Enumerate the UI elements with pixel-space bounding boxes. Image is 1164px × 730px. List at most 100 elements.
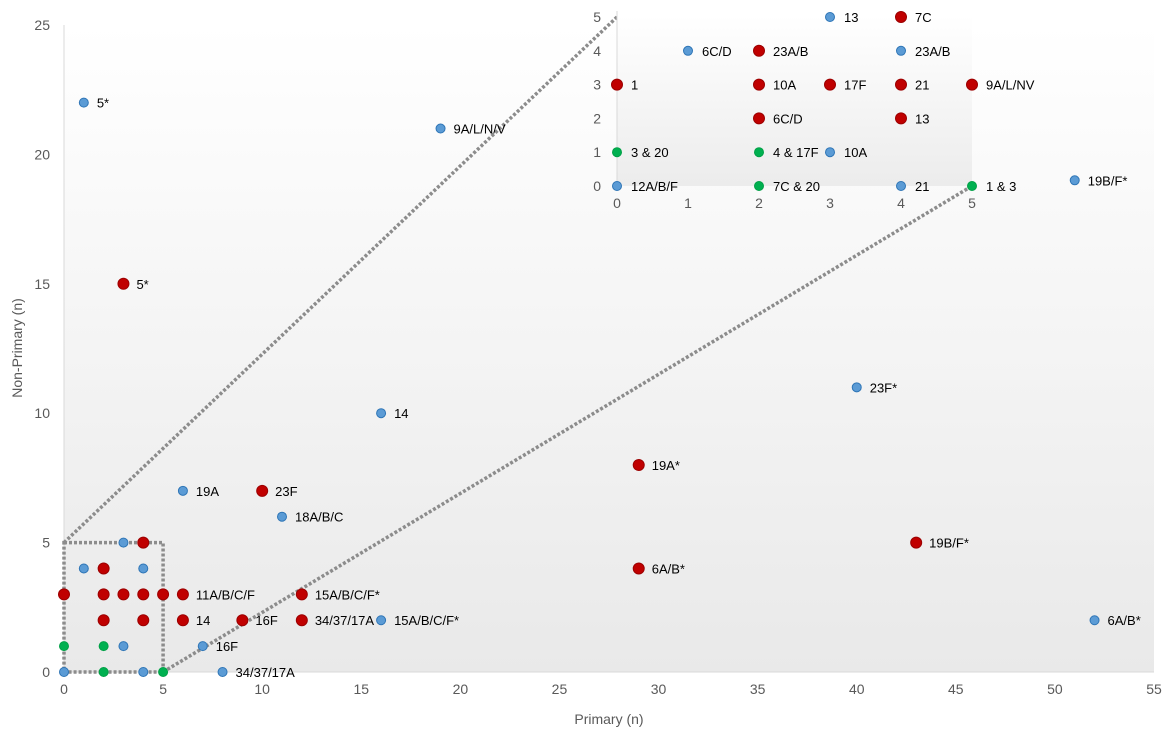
- x-tick-label: 25: [552, 681, 568, 697]
- inset-data-point: [966, 78, 978, 91]
- inset-data-point: [895, 78, 907, 91]
- x-tick-label: 55: [1146, 681, 1162, 697]
- y-tick-label: 0: [42, 664, 50, 680]
- data-point: [117, 588, 130, 601]
- y-tick-label: 15: [34, 276, 50, 292]
- data-label: 16F: [255, 613, 277, 628]
- inset-data-label: 6C/D: [702, 44, 732, 59]
- y-tick-label: 25: [34, 17, 50, 33]
- data-label: 14: [394, 406, 408, 421]
- data-point: [117, 277, 130, 290]
- inset-data-label: 10A: [844, 145, 867, 160]
- data-point: [59, 667, 69, 677]
- data-point: [376, 615, 387, 626]
- connector-line: [62, 15, 619, 544]
- inset-x-tick-label: 0: [613, 195, 621, 211]
- data-point: [97, 588, 110, 601]
- inset-data-point: [753, 44, 765, 57]
- inset-data-point: [612, 181, 622, 191]
- data-point: [1089, 615, 1100, 626]
- inset-x-tick-label: 1: [684, 195, 692, 211]
- data-point: [58, 588, 70, 601]
- inset-data-label: 23A/B: [915, 44, 950, 59]
- data-label: 23F*: [870, 380, 897, 395]
- inset-y-tick-label: 3: [593, 77, 601, 93]
- data-point: [1069, 175, 1080, 186]
- data-point: [59, 641, 69, 652]
- inset-data-point: [753, 112, 765, 125]
- data-point: [376, 408, 387, 419]
- inset-data-label: 9A/L/NV: [986, 78, 1035, 93]
- data-label: 5*: [97, 96, 109, 111]
- data-point: [78, 563, 89, 574]
- y-axis-title: Non-Primary (n): [9, 298, 25, 398]
- data-point: [236, 614, 249, 627]
- inset-data-label: 12A/B/F: [631, 179, 678, 194]
- x-tick-label: 40: [849, 681, 865, 697]
- data-label: 11A/B/C/F: [196, 587, 255, 602]
- inset-data-label: 10A: [773, 78, 796, 93]
- data-point: [138, 667, 149, 677]
- data-point: [910, 536, 923, 549]
- data-point: [97, 562, 110, 575]
- data-point: [176, 588, 189, 601]
- inset-plot-area: [617, 15, 972, 186]
- inset-y-tick-label: 0: [593, 178, 601, 194]
- data-point: [197, 641, 208, 652]
- data-label: 6A/B*: [1108, 613, 1141, 628]
- x-tick-label: 45: [948, 681, 964, 697]
- plot-area: [64, 25, 1154, 672]
- x-tick-label: 5: [159, 681, 167, 697]
- inset-data-point: [896, 181, 906, 191]
- data-point: [277, 511, 287, 522]
- inset-data-point: [967, 181, 977, 191]
- data-point: [138, 563, 149, 574]
- inset-data-label: 4 & 17F: [773, 145, 819, 160]
- y-tick-label: 20: [34, 146, 50, 162]
- data-label: 19A: [196, 484, 219, 499]
- inset-data-point: [895, 11, 907, 23]
- zoom-region-box: [62, 540, 165, 674]
- inset-data-label: 7C: [915, 10, 932, 25]
- inset-data-label: 21: [915, 179, 929, 194]
- data-point: [137, 614, 150, 627]
- data-point: [435, 123, 446, 134]
- data-point: [97, 614, 110, 627]
- data-label: 19B/F*: [1088, 173, 1128, 188]
- data-point: [98, 641, 109, 652]
- data-point: [118, 537, 129, 548]
- inset-data-point: [753, 78, 765, 91]
- inset-y-tick-label: 2: [593, 110, 601, 126]
- data-point: [256, 484, 269, 497]
- inset-data-label: 21: [915, 78, 929, 93]
- data-label: 23F: [275, 484, 297, 499]
- inset-data-label: 7C & 20: [773, 179, 820, 194]
- data-point: [632, 562, 645, 575]
- data-point: [177, 485, 188, 496]
- inset-y-tick-label: 4: [593, 43, 601, 59]
- inset-data-label: 1: [631, 78, 638, 93]
- data-label: 34/37/17A: [236, 665, 296, 680]
- data-label: 14: [196, 613, 210, 628]
- x-tick-label: 50: [1047, 681, 1063, 697]
- data-label: 15A/B/C/F*: [315, 587, 380, 602]
- data-point: [176, 614, 189, 627]
- x-tick-label: 10: [254, 681, 270, 697]
- data-label: 5*: [136, 277, 148, 292]
- inset-data-point: [895, 112, 907, 125]
- inset-x-tick-label: 5: [968, 195, 976, 211]
- x-tick-label: 0: [60, 681, 68, 697]
- inset-x-tick-label: 3: [826, 195, 834, 211]
- inset-data-point: [683, 45, 693, 56]
- data-point: [295, 588, 308, 601]
- inset-data-point: [611, 78, 623, 91]
- data-point: [632, 458, 645, 471]
- y-tick-label: 5: [42, 535, 50, 551]
- x-tick-label: 20: [453, 681, 469, 697]
- data-label: 19B/F*: [929, 536, 969, 551]
- inset-data-point: [754, 181, 764, 191]
- x-tick-label: 30: [651, 681, 667, 697]
- inset-data-point: [825, 12, 835, 22]
